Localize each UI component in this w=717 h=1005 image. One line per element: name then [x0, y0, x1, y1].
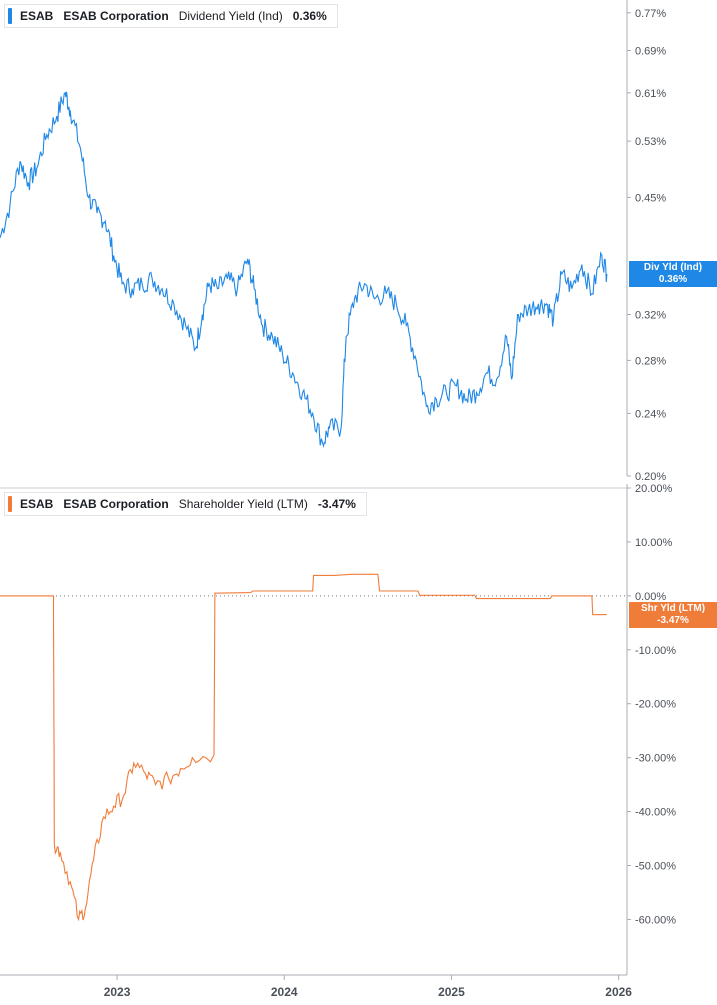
- shareholder-series-swatch: [8, 496, 12, 512]
- top-y-tick-label: 0.24%: [635, 408, 666, 420]
- bottom-y-tick-label: -30.00%: [635, 753, 676, 765]
- dividend-series-swatch: [8, 8, 12, 24]
- top-legend-value: 0.36%: [292, 9, 327, 23]
- bottom-legend-value: -3.47%: [317, 497, 356, 511]
- bottom-y-tick-label: -60.00%: [635, 914, 676, 926]
- dividend-badge-value: 0.36%: [658, 274, 688, 286]
- top-y-tick-label: 0.20%: [635, 471, 666, 483]
- shareholder-yield-line: [0, 573, 607, 922]
- bottom-y-tick-label: -40.00%: [635, 807, 676, 819]
- shareholder-badge-value: -3.47%: [657, 614, 689, 626]
- top-y-tick-label: 0.45%: [635, 192, 666, 204]
- dividend-yield-line: [0, 91, 608, 448]
- shareholder-badge-label: Shr Yld (LTM): [640, 602, 706, 614]
- bottom-y-tick-label: 20.00%: [635, 483, 673, 495]
- top-y-tick-label: 0.77%: [635, 8, 666, 20]
- dividend-current-badge: Div Yld (Ind) 0.36%: [629, 261, 717, 288]
- top-legend-ticker: ESAB: [20, 9, 54, 23]
- bottom-legend: ESAB ESAB Corporation Shareholder Yield …: [4, 492, 367, 516]
- bottom-y-tick-label: -20.00%: [635, 699, 676, 711]
- bottom-y-tick-label: 10.00%: [635, 537, 673, 549]
- bottom-y-tick-label: -10.00%: [635, 645, 676, 657]
- dividend-badge-label: Div Yld (Ind): [643, 262, 703, 274]
- top-legend: ESAB ESAB Corporation Dividend Yield (In…: [4, 4, 338, 28]
- bottom-y-tick-label: -50.00%: [635, 861, 676, 873]
- x-tick-label: 2026: [605, 985, 632, 999]
- shareholder-current-badge: Shr Yld (LTM) -3.47%: [629, 601, 717, 628]
- x-tick-label: 2023: [104, 985, 131, 999]
- bottom-y-tick-label: 0.00%: [635, 591, 666, 603]
- x-tick-label: 2025: [438, 985, 465, 999]
- top-y-tick-label: 0.28%: [635, 355, 666, 367]
- top-y-tick-label: 0.69%: [635, 46, 666, 58]
- top-legend-metric: Dividend Yield (Ind): [178, 9, 283, 23]
- bottom-legend-ticker: ESAB: [20, 497, 54, 511]
- top-y-tick-label: 0.32%: [635, 310, 666, 322]
- top-legend-company: ESAB Corporation: [63, 9, 169, 23]
- top-y-tick-label: 0.53%: [635, 136, 666, 148]
- x-tick-label: 2024: [271, 985, 298, 999]
- bottom-legend-company: ESAB Corporation: [63, 497, 169, 511]
- bottom-legend-metric: Shareholder Yield (LTM): [178, 497, 308, 511]
- top-y-tick-label: 0.61%: [635, 88, 666, 100]
